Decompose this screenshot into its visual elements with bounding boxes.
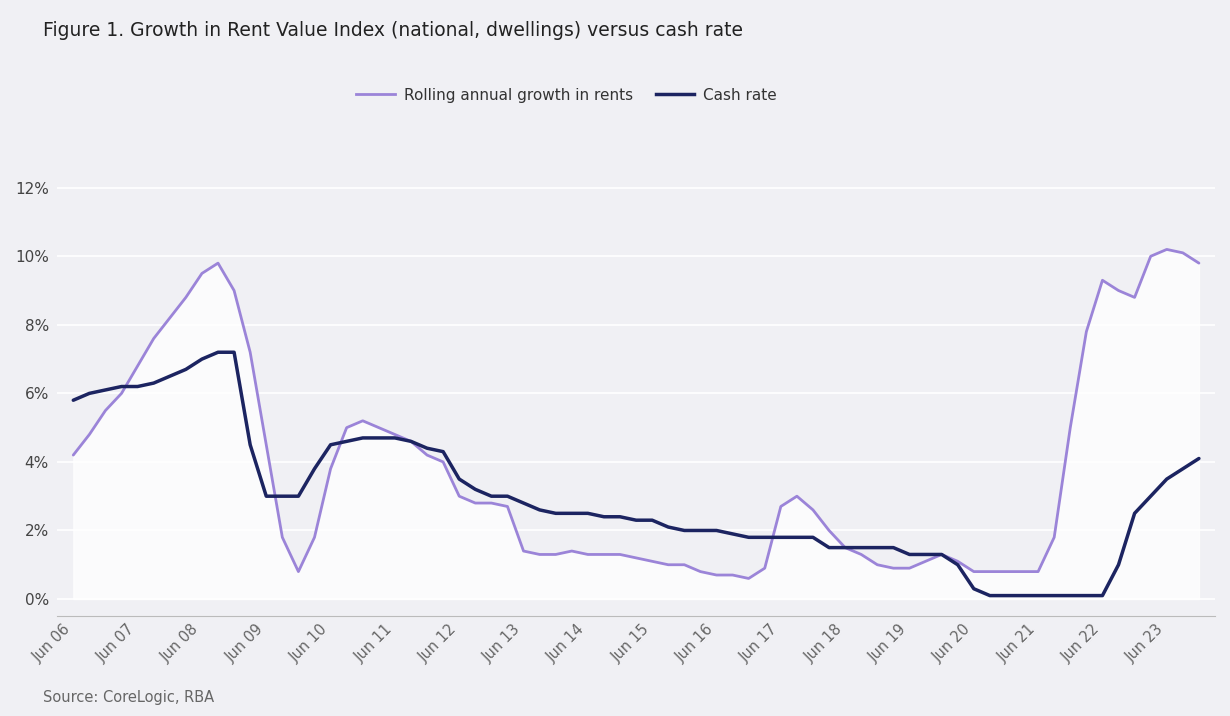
Text: Source: CoreLogic, RBA: Source: CoreLogic, RBA [43, 690, 214, 705]
Legend: Rolling annual growth in rents, Cash rate: Rolling annual growth in rents, Cash rat… [351, 82, 784, 109]
Text: Figure 1. Growth in Rent Value Index (national, dwellings) versus cash rate: Figure 1. Growth in Rent Value Index (na… [43, 21, 743, 41]
